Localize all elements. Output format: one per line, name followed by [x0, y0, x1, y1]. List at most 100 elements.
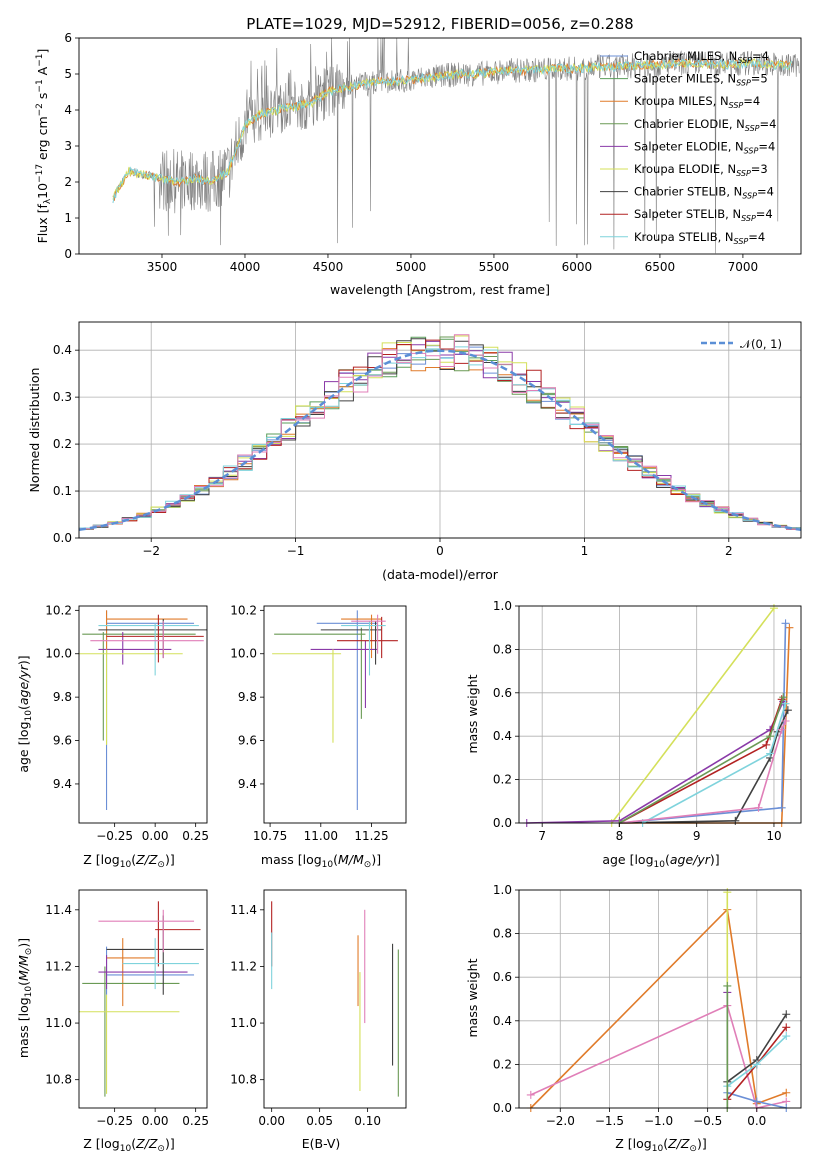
- x-tick-label: −0.25: [96, 1114, 133, 1128]
- mass-weight-marker: [777, 803, 786, 812]
- y-tick-label: 0.6: [493, 970, 512, 984]
- y-tick-label: 10.2: [230, 603, 257, 617]
- pA-ylabel: age [log10(age/yr)]: [16, 655, 34, 772]
- age-vs-metallicity-panel: −0.25 0.00 0.25 9.4 9.6 9.8 10.0 10.2: [45, 603, 209, 843]
- mass-weight-marker: [766, 732, 775, 741]
- y-tick-label: 11.2: [45, 959, 72, 973]
- legend-label: Chabrier ELODIE, NSSP=4: [634, 117, 776, 133]
- x-tick-label: 3500: [147, 260, 178, 274]
- model-spectrum-line: [112, 57, 792, 204]
- x-tick-label: 11.00: [304, 829, 338, 843]
- mass-weight-marker: [752, 1097, 761, 1106]
- spectrum-title: PLATE=1029, MJD=52912, FIBERID=0056, z=0…: [246, 15, 633, 33]
- residual-ylabel: Normed distribution: [27, 368, 42, 493]
- x-tick-label: 5500: [479, 260, 510, 274]
- y-tick-label: 10.8: [45, 1073, 72, 1087]
- axes-frame: [78, 889, 208, 1109]
- x-tick-label: −2.0: [546, 1114, 575, 1128]
- x-tick-label: 0.25: [182, 829, 209, 843]
- x-tick-label: 0.0: [747, 1114, 766, 1128]
- mass-weight-marker: [783, 706, 792, 715]
- y-tick-label: 0.4: [493, 729, 512, 743]
- mass-weight-marker: [731, 816, 740, 825]
- x-tick-label: 7: [538, 829, 546, 843]
- y-tick-label: 10.0: [230, 647, 257, 661]
- x-tick-label: 0.00: [142, 829, 169, 843]
- y-tick-label: 11.4: [230, 903, 257, 917]
- x-tick-label: 0.05: [306, 1114, 333, 1128]
- axes-frame: [263, 605, 407, 824]
- y-tick-label: 9.4: [238, 777, 257, 791]
- mass-weight-marker: [779, 693, 788, 702]
- y-tick-label: 4: [64, 103, 72, 117]
- y-tick-label: 2: [64, 175, 72, 189]
- legend-label: Chabrier STELIB, NSSP=4: [634, 185, 774, 201]
- mass-weight-marker: [782, 1032, 791, 1041]
- legend-label: Kroupa ELODIE, NSSP=3: [634, 162, 768, 178]
- y-tick-label: 0.0: [53, 531, 72, 545]
- x-tick-label: 5000: [396, 260, 427, 274]
- mass-weight-marker: [526, 1090, 535, 1099]
- y-tick-label: 9.8: [238, 690, 257, 704]
- spectrum-xlabel: wavelength [Angstrom, rest frame]: [330, 282, 550, 297]
- x-tick-label: 6500: [645, 260, 676, 274]
- y-tick-label: 0.8: [493, 642, 512, 656]
- mass-weight-marker: [723, 888, 732, 897]
- residual-histogram-panel: −2 −1 0 1 2 0.0 0.1 0.2 0.3 0.4 (data-model)/erro…: [27, 321, 802, 582]
- axes-frame: [78, 605, 208, 824]
- x-tick-label: 9: [693, 829, 701, 843]
- x-tick-label: −1: [287, 544, 305, 558]
- residual-xlabel: (data-model)/error: [382, 567, 499, 582]
- residual-histogram-step: [79, 346, 801, 529]
- x-tick-label: −0.25: [96, 829, 133, 843]
- y-tick-label: 0.0: [493, 816, 512, 830]
- mass-weight-marker: [754, 803, 763, 812]
- age-vs-mass-panel: 10.75 11.00 11.25 9.4 9.6 9.8 10.0 10.2: [230, 603, 407, 843]
- pD-ylabel: mass [log10(M/M⊙)]: [16, 938, 34, 1058]
- y-tick-label: 1.0: [493, 883, 512, 897]
- mass-weight-marker: [752, 1060, 761, 1069]
- x-tick-label: 11.25: [354, 829, 388, 843]
- axes-frame: [518, 605, 802, 824]
- x-tick-label: 0.10: [354, 1114, 381, 1128]
- x-tick-label: 10: [766, 829, 781, 843]
- y-tick-label: 0.3: [53, 390, 72, 404]
- y-tick-label: 10.2: [45, 603, 72, 617]
- mass-vs-metallicity-panel: −0.25 0.00 0.25 10.8 11.0 11.2 11.4: [45, 889, 209, 1128]
- mass-weight-marker: [766, 749, 775, 758]
- mass-weight-marker: [781, 717, 790, 726]
- x-tick-label: 4000: [230, 260, 261, 274]
- mass-weight-marker: [769, 604, 778, 613]
- spectrum-ylabel: Flux [fλ10−17 erg cm−2 s−1 A−1]: [35, 49, 53, 244]
- y-tick-label: 9.6: [53, 734, 72, 748]
- y-tick-label: 11.0: [45, 1016, 72, 1030]
- y-tick-label: 0.2: [493, 773, 512, 787]
- x-tick-label: 0.00: [258, 1114, 285, 1128]
- y-tick-label: 6: [64, 31, 72, 45]
- pE-xlabel: E(B-V): [302, 1136, 341, 1151]
- x-tick-label: 0.25: [182, 1114, 209, 1128]
- x-tick-label: 8: [616, 829, 624, 843]
- y-tick-label: 11.4: [45, 903, 72, 917]
- y-tick-label: 0: [64, 247, 72, 261]
- mass-weight-vs-age-panel: 7 8 9 10 0.0 0.2 0.4 0.6 0.8 1.0: [493, 599, 802, 843]
- x-tick-label: 1: [581, 544, 589, 558]
- mass-weight-marker: [781, 619, 790, 628]
- mass-weight-line: [611, 607, 775, 824]
- x-tick-label: 0: [436, 544, 444, 558]
- pC-xlabel: age [log10(age/yr)]: [602, 852, 719, 870]
- y-tick-label: 3: [64, 139, 72, 153]
- y-tick-label: 10.8: [230, 1073, 257, 1087]
- mass-weight-marker: [762, 740, 771, 749]
- y-tick-label: 0.8: [493, 927, 512, 941]
- y-tick-label: 0.1: [53, 484, 72, 498]
- legend-label: Chabrier MILES, NSSP=4: [634, 49, 769, 65]
- y-tick-label: 1.0: [493, 599, 512, 613]
- y-tick-label: 11.0: [230, 1016, 257, 1030]
- legend-label: Salpeter MILES, NSSP=5: [634, 72, 768, 88]
- mass-weight-vs-metallicity-panel: −2.0 −1.5 −1.0 −0.5 0.0 0.0 0.2 0.4 0.6 0.8 1.0: [493, 883, 802, 1128]
- pA-xlabel: Z [log10(Z/Z⊙)]: [83, 852, 174, 870]
- pF-ylabel: mass weight: [465, 958, 480, 1037]
- gaussian-curve: [78, 349, 802, 532]
